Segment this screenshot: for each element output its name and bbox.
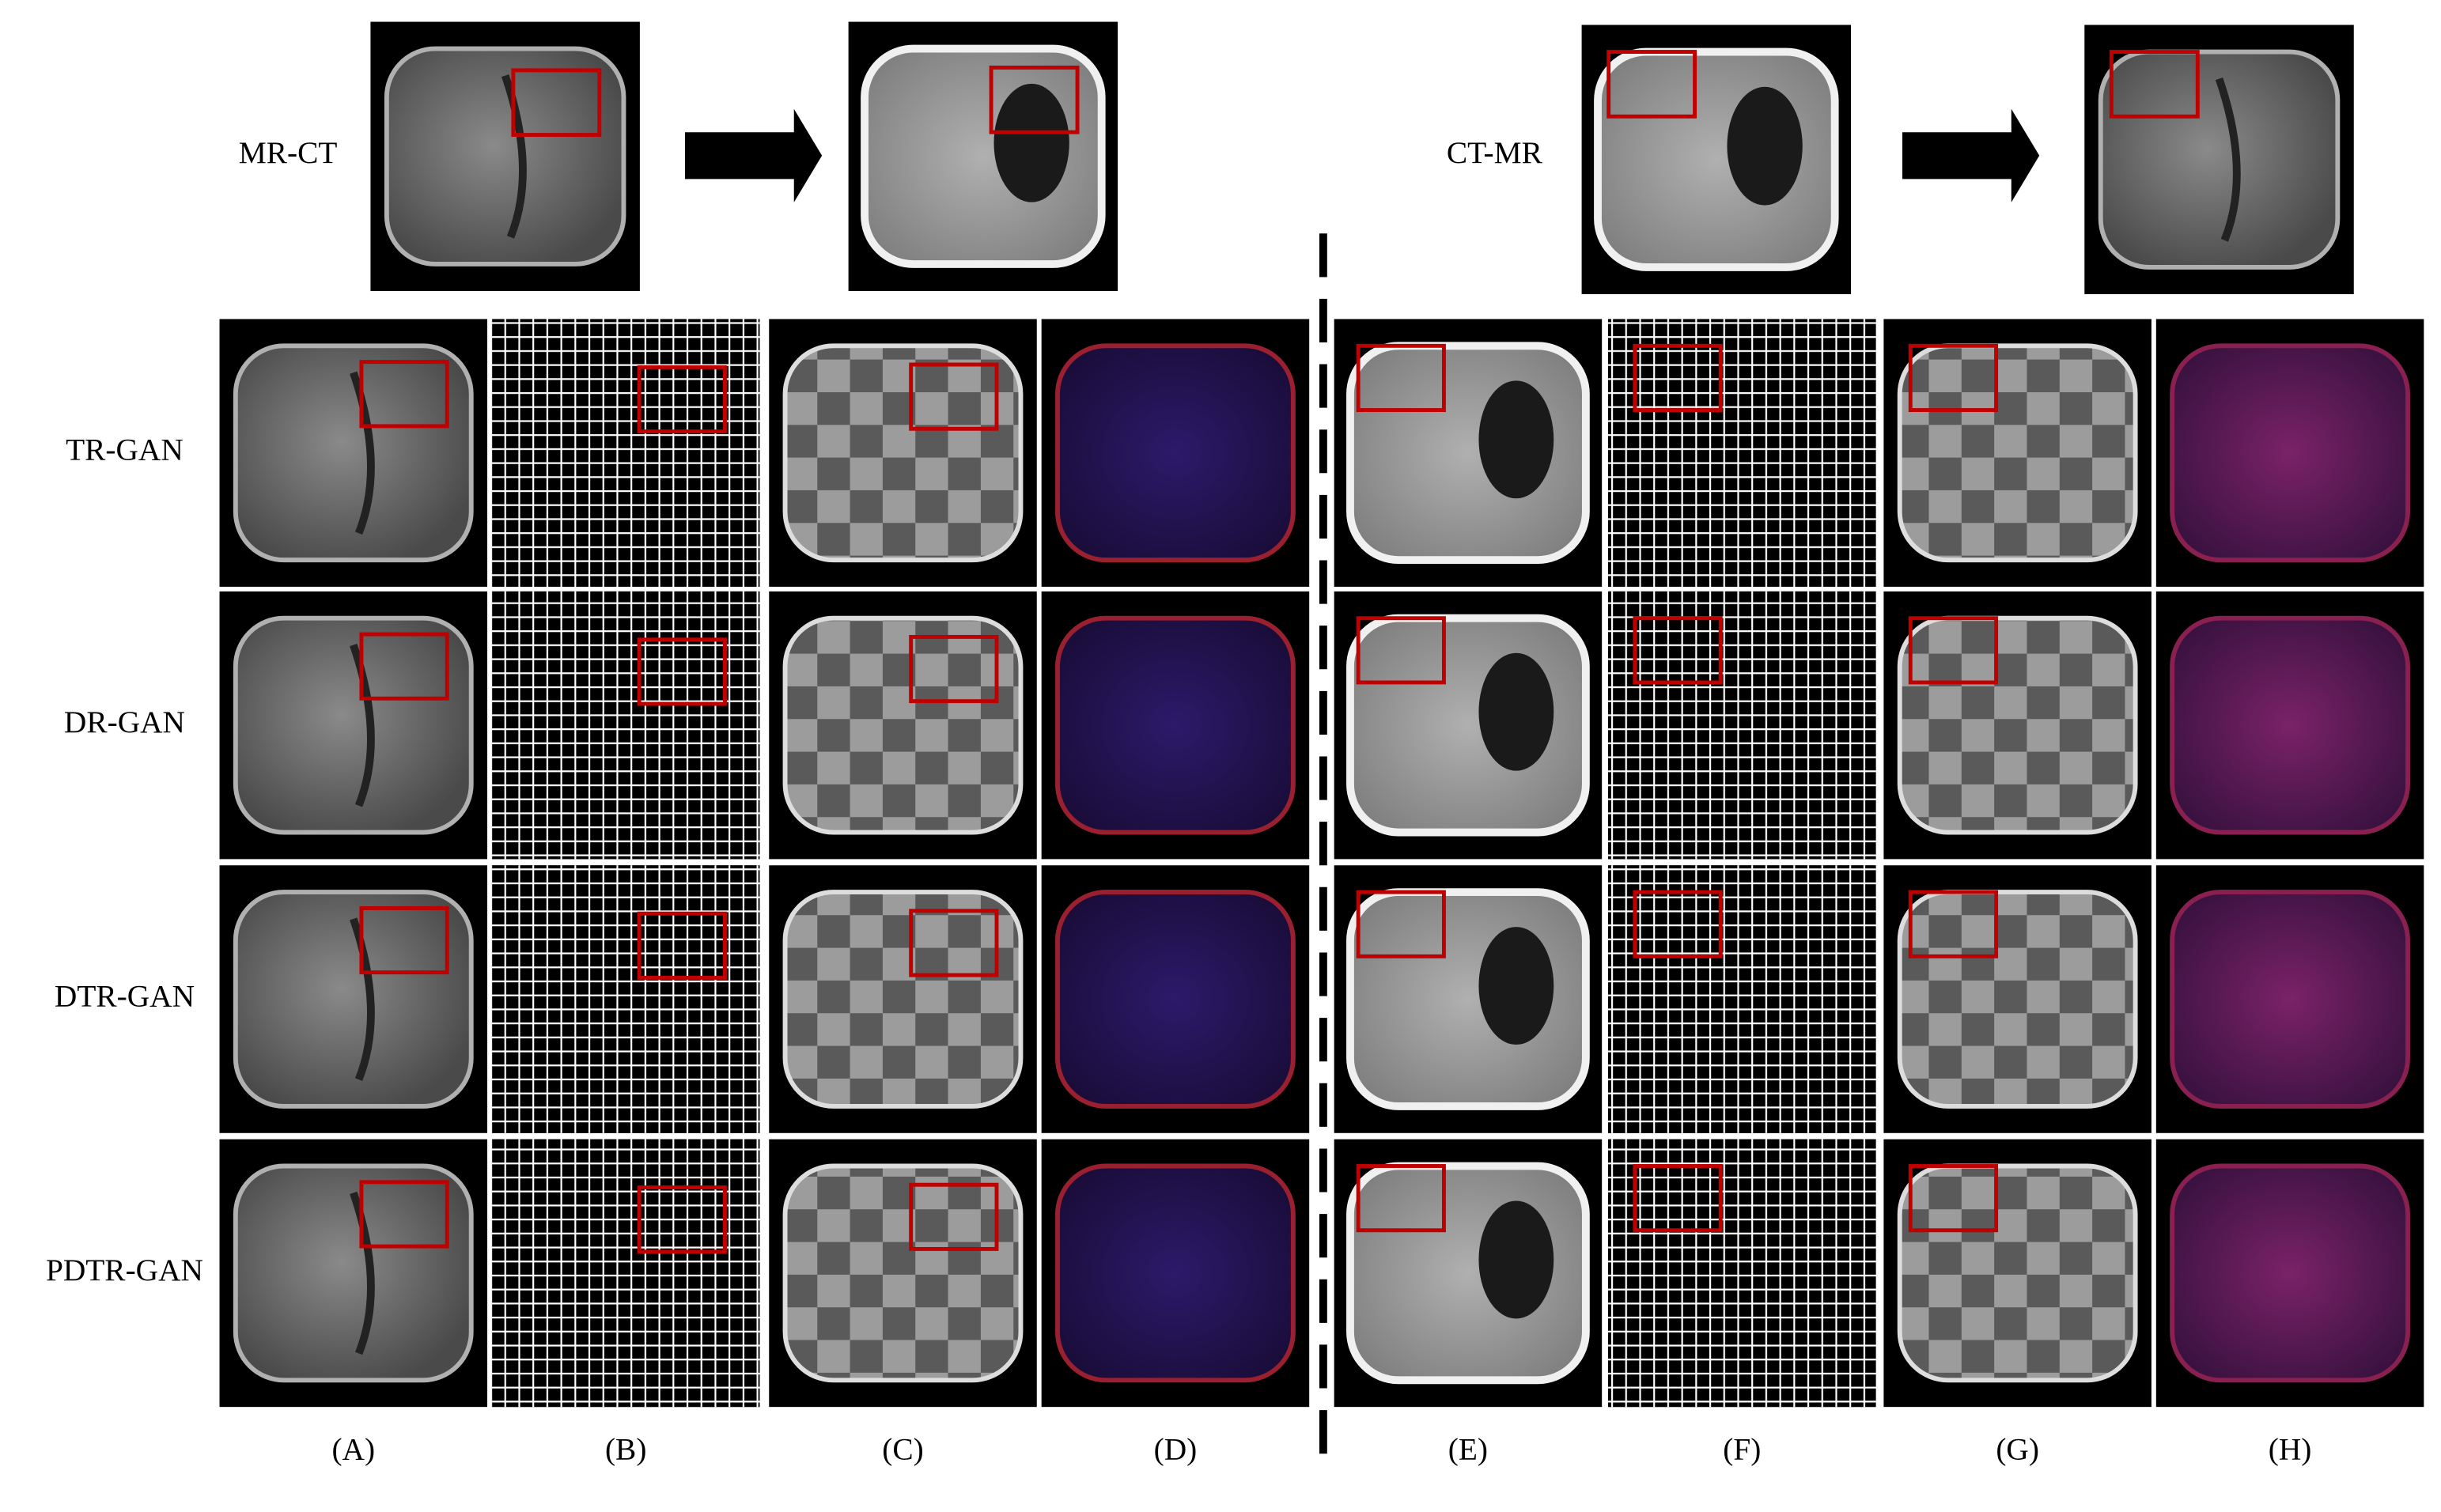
body bbox=[1897, 615, 2138, 835]
roi-box bbox=[359, 905, 449, 975]
roi-box bbox=[909, 362, 999, 431]
column-label: (E) bbox=[1448, 1431, 1488, 1466]
roi-box bbox=[1633, 1164, 1723, 1233]
body bbox=[2170, 890, 2410, 1109]
arrow bbox=[1902, 108, 2040, 202]
row-label: PDTR-GAN bbox=[46, 1253, 203, 1287]
organ bbox=[1727, 86, 1803, 206]
arrow bbox=[684, 108, 823, 202]
organ bbox=[1478, 380, 1554, 499]
body bbox=[233, 343, 474, 563]
body bbox=[782, 615, 1024, 835]
body bbox=[1055, 343, 1296, 563]
body bbox=[2170, 1163, 2410, 1383]
roi-box bbox=[909, 634, 999, 704]
body bbox=[782, 343, 1024, 563]
grid bbox=[1608, 319, 1876, 587]
roi-box bbox=[637, 365, 727, 434]
organ bbox=[993, 83, 1069, 202]
column-label: (B) bbox=[605, 1431, 646, 1466]
grid bbox=[491, 1139, 760, 1408]
roi-box bbox=[2109, 50, 2200, 119]
roi-box bbox=[1908, 616, 1999, 685]
roi-box bbox=[989, 65, 1080, 134]
row-label: TR-GAN bbox=[66, 433, 184, 467]
body bbox=[384, 46, 626, 266]
organ bbox=[1478, 927, 1554, 1045]
body bbox=[2170, 615, 2410, 835]
body bbox=[233, 890, 474, 1109]
organ bbox=[2215, 77, 2241, 242]
body bbox=[1897, 1163, 2138, 1383]
body bbox=[782, 890, 1024, 1109]
column-label: (H) bbox=[2269, 1431, 2312, 1466]
roi-box bbox=[1633, 343, 1723, 413]
organ bbox=[1478, 652, 1554, 771]
body bbox=[2098, 49, 2341, 270]
roi-box bbox=[637, 1185, 727, 1254]
body bbox=[1055, 890, 1296, 1109]
roi-box bbox=[637, 637, 727, 706]
body bbox=[782, 1163, 1024, 1383]
roi-box bbox=[637, 911, 727, 980]
grid bbox=[1608, 865, 1876, 1133]
row-label: DR-GAN bbox=[64, 705, 185, 739]
roi-box bbox=[909, 1182, 999, 1251]
column-label: (A) bbox=[331, 1431, 375, 1466]
roi-box bbox=[511, 68, 602, 138]
grid bbox=[491, 865, 760, 1133]
body bbox=[1897, 343, 2138, 563]
column-label: (C) bbox=[882, 1431, 923, 1466]
roi-box bbox=[1356, 616, 1446, 685]
roi-box bbox=[1356, 343, 1446, 413]
organ bbox=[1478, 1200, 1554, 1319]
roi-box bbox=[1607, 50, 1697, 119]
roi-box bbox=[1633, 890, 1723, 958]
column-label: (F) bbox=[1723, 1431, 1761, 1466]
roi-box bbox=[1633, 616, 1723, 685]
row-label: DTR-GAN bbox=[55, 979, 195, 1014]
roi-box bbox=[1908, 890, 1999, 958]
grid bbox=[1608, 1139, 1876, 1408]
body bbox=[2170, 343, 2410, 563]
roi-box bbox=[1908, 1164, 1999, 1233]
roi-box bbox=[359, 1180, 449, 1249]
grid bbox=[1608, 591, 1876, 860]
body bbox=[1055, 1163, 1296, 1383]
ct-mr-label: CT-MR bbox=[1447, 135, 1543, 170]
roi-box bbox=[1356, 1164, 1446, 1233]
roi-box bbox=[909, 909, 999, 977]
body bbox=[233, 1163, 474, 1383]
roi-box bbox=[359, 360, 449, 429]
body bbox=[1897, 890, 2138, 1109]
column-label: (D) bbox=[1154, 1431, 1198, 1466]
roi-box bbox=[1356, 890, 1446, 958]
roi-box bbox=[359, 632, 449, 701]
body bbox=[1055, 615, 1296, 835]
grid bbox=[491, 319, 760, 587]
mr-ct-label: MR-CT bbox=[239, 135, 338, 170]
body bbox=[233, 615, 474, 835]
column-label: (G) bbox=[1996, 1431, 2039, 1466]
grid bbox=[491, 591, 760, 860]
roi-box bbox=[1908, 343, 1999, 413]
